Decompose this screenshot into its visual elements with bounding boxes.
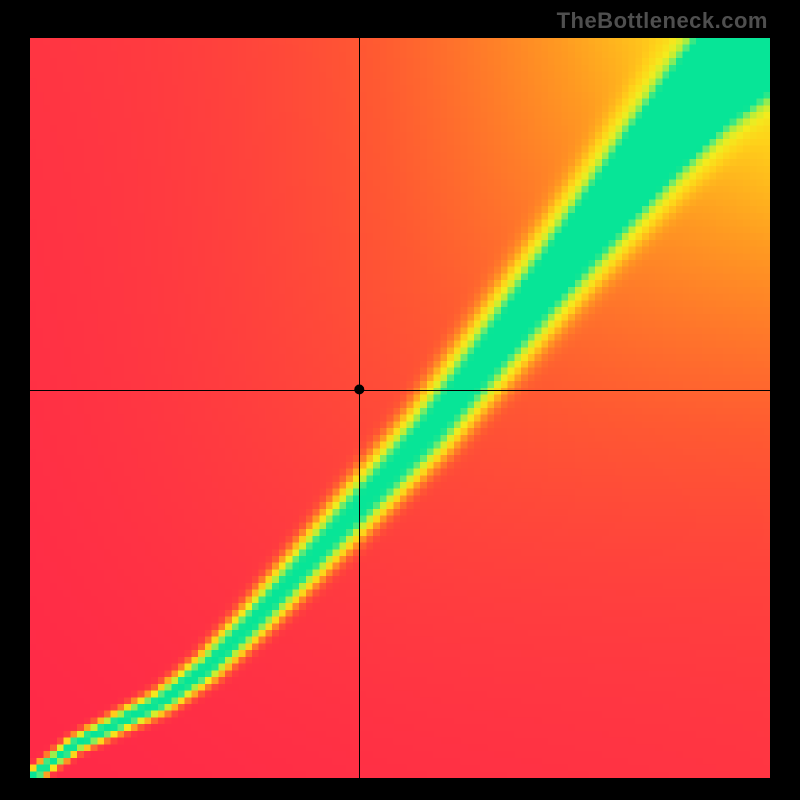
chart-stage: { "source_watermark": { "text": "TheBott… (0, 0, 800, 800)
crosshair-overlay (30, 38, 770, 778)
source-watermark: TheBottleneck.com (557, 8, 768, 34)
